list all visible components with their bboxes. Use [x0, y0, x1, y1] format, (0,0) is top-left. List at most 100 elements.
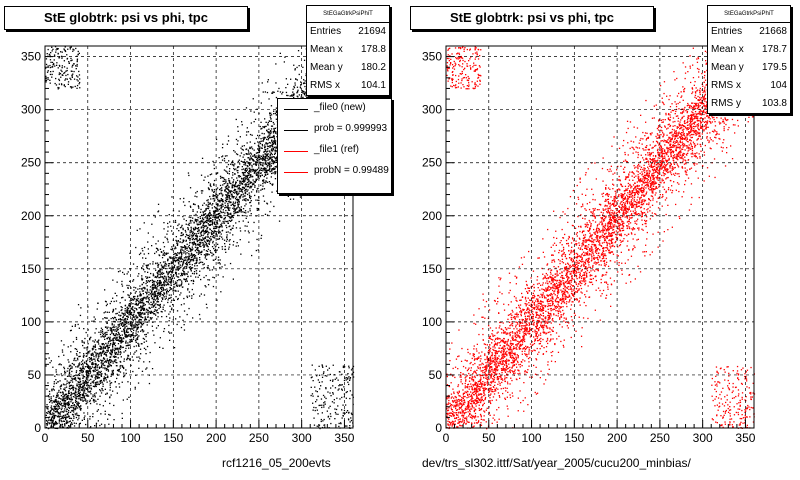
data-point	[247, 172, 249, 174]
data-point	[229, 243, 231, 246]
data-point	[77, 390, 80, 392]
data-point	[156, 276, 158, 279]
data-point	[97, 369, 99, 371]
data-point	[270, 105, 273, 107]
data-point	[101, 329, 104, 331]
data-point	[170, 274, 172, 276]
data-point	[136, 317, 138, 319]
data-point	[272, 172, 274, 174]
data-point	[131, 299, 133, 301]
data-point	[241, 124, 243, 126]
data-point	[171, 299, 173, 301]
data-point	[227, 204, 229, 206]
data-point	[171, 307, 173, 309]
data-point	[268, 134, 270, 136]
data-point	[242, 174, 245, 176]
data-point	[105, 342, 107, 345]
data-point	[58, 422, 60, 424]
data-point	[260, 147, 263, 149]
data-point	[78, 355, 80, 358]
data-point	[133, 310, 136, 312]
data-point	[250, 153, 253, 155]
data-point	[191, 259, 193, 261]
data-point	[105, 351, 107, 354]
data-point	[197, 227, 199, 230]
data-point	[188, 224, 190, 226]
data-point	[232, 182, 234, 184]
data-point	[215, 251, 217, 254]
data-point	[80, 363, 82, 366]
data-point	[76, 75, 78, 77]
data-point	[267, 79, 269, 81]
data-point	[165, 277, 167, 279]
data-point	[81, 399, 83, 401]
data-point	[250, 181, 252, 183]
data-point	[190, 270, 192, 272]
data-point	[226, 171, 228, 173]
data-point	[194, 246, 197, 248]
data-point	[270, 114, 273, 116]
data-point	[186, 261, 188, 264]
data-point	[75, 405, 77, 407]
data-point	[60, 395, 63, 397]
data-point	[159, 291, 161, 293]
data-point	[348, 412, 350, 414]
data-point	[185, 246, 187, 248]
data-point	[287, 83, 289, 85]
data-point	[56, 394, 58, 397]
data-point	[55, 420, 57, 423]
data-point	[267, 123, 269, 125]
data-point	[160, 264, 163, 266]
data-point	[124, 326, 126, 328]
data-point	[233, 165, 235, 167]
data-point	[249, 208, 251, 210]
data-point	[175, 236, 177, 238]
data-point	[263, 133, 265, 135]
data-point	[95, 400, 97, 402]
data-point	[233, 212, 235, 214]
data-point	[76, 59, 78, 61]
data-point	[64, 400, 66, 403]
data-point	[112, 333, 115, 335]
data-point	[51, 407, 53, 410]
data-point	[238, 196, 241, 198]
data-point	[82, 389, 84, 392]
data-point	[71, 386, 74, 388]
data-point	[238, 176, 240, 178]
data-point	[249, 176, 251, 179]
data-point	[147, 301, 149, 303]
data-point	[174, 246, 176, 248]
data-point	[82, 388, 84, 390]
data-point	[147, 264, 149, 267]
data-point	[268, 181, 271, 183]
data-point	[77, 54, 79, 56]
data-point	[83, 342, 85, 344]
data-point	[175, 296, 177, 298]
data-point	[108, 346, 110, 349]
data-point	[68, 385, 71, 387]
data-point	[114, 360, 116, 363]
data-point	[257, 187, 259, 190]
data-point	[265, 153, 267, 155]
data-point	[98, 354, 100, 356]
data-point	[157, 298, 159, 300]
data-point	[260, 140, 262, 142]
data-point	[217, 217, 220, 219]
data-point	[55, 371, 57, 373]
data-point	[264, 147, 266, 149]
data-point	[164, 279, 166, 282]
data-point	[135, 324, 137, 327]
data-point	[89, 369, 91, 372]
data-point	[116, 377, 118, 380]
data-point	[136, 229, 138, 231]
data-point	[138, 321, 141, 323]
data-point	[318, 365, 320, 367]
data-point	[53, 381, 55, 383]
data-point	[254, 156, 256, 158]
data-point	[192, 227, 195, 229]
data-point	[222, 211, 225, 213]
data-point	[200, 227, 202, 229]
data-point	[72, 389, 74, 391]
data-point	[132, 279, 135, 281]
data-point	[203, 276, 205, 279]
